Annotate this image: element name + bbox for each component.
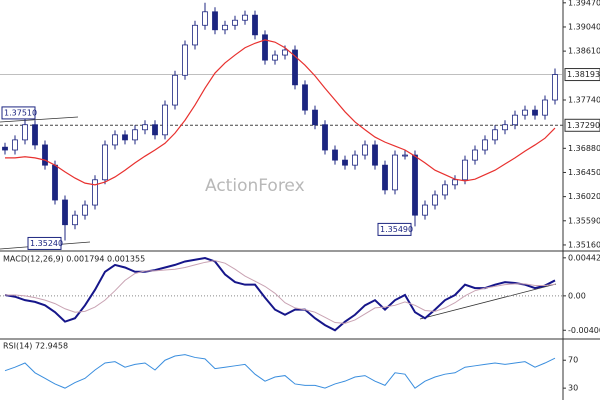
y-tick-label: 0.004421 <box>568 253 600 262</box>
candle-body <box>22 124 28 141</box>
candle-body <box>232 19 238 26</box>
candle-body <box>382 164 388 191</box>
last-price-label-box <box>564 68 600 82</box>
candle-body <box>212 11 218 31</box>
trend-line <box>419 283 557 320</box>
y-tick-label: 1.37740 <box>568 96 600 105</box>
last-price-label: 1.38193 <box>567 70 600 79</box>
candle-body <box>2 146 8 151</box>
series-line <box>5 260 556 324</box>
candle-body <box>292 49 298 86</box>
y-tick-label: 0.00 <box>568 291 586 300</box>
candle-body <box>182 44 188 76</box>
candle-body <box>162 104 168 136</box>
y-tick-label: 1.35160 <box>568 240 600 249</box>
candle-body <box>172 74 178 106</box>
y-tick-label: 30 <box>568 384 578 393</box>
level-label: 1.37290 <box>567 121 600 130</box>
candle-body <box>302 84 308 111</box>
candle-body <box>552 74 558 101</box>
candle-body <box>152 124 158 136</box>
annotation-box <box>1 106 36 120</box>
y-tick-label: 1.35590 <box>568 216 600 225</box>
candle-body <box>92 179 98 206</box>
candle-body <box>492 129 498 141</box>
y-tick-label: 1.36020 <box>568 192 600 201</box>
candle-body <box>542 99 548 116</box>
candle-body <box>252 14 258 36</box>
y-tick-label: -0.004001 <box>568 326 600 335</box>
candle-body <box>132 129 138 141</box>
level-label-box <box>564 118 600 132</box>
candle-body <box>82 204 88 216</box>
y-tick-label: 1.36880 <box>568 144 600 153</box>
candle-body <box>102 144 108 181</box>
candle-body <box>62 199 68 226</box>
candle-body <box>332 149 338 161</box>
candle-body <box>12 139 18 151</box>
candle-body <box>442 184 448 196</box>
moving-average <box>5 39 556 186</box>
candle-body <box>352 154 358 166</box>
candle-body <box>512 114 518 126</box>
candle-body <box>422 204 428 216</box>
candle-body <box>52 164 58 201</box>
annotation-box <box>377 222 412 236</box>
candle-body <box>392 154 398 191</box>
candle-body <box>462 159 468 181</box>
candle-body <box>272 54 278 61</box>
annotation: 1.37510 <box>4 108 37 117</box>
candle-body <box>32 124 38 146</box>
candle-body <box>402 154 408 157</box>
candle-body <box>142 124 148 131</box>
candle-body <box>42 144 48 166</box>
rsi-title: RSI(14) 72.9458 <box>3 342 68 351</box>
candle-body <box>112 134 118 146</box>
annotation-box <box>27 236 62 250</box>
candle-body <box>342 159 348 166</box>
watermark: ActionForex <box>205 176 305 196</box>
annotation: 1.35490 <box>380 225 413 234</box>
y-tick-label: 1.39040 <box>568 22 600 31</box>
candle-body <box>452 179 458 186</box>
candle-body <box>262 34 268 61</box>
y-tick-label: 1.36450 <box>568 168 600 177</box>
candle-body <box>312 109 318 126</box>
macd-title: MACD(12,26,9) 0.001794 0.001355 <box>3 255 145 264</box>
trend-line <box>0 116 79 123</box>
candle-body <box>282 49 288 56</box>
series-line <box>4 354 556 389</box>
candle-body <box>522 109 528 116</box>
candle-body <box>372 144 378 166</box>
y-tick-label: 70 <box>568 356 578 365</box>
y-tick-label: 1.38610 <box>568 47 600 56</box>
candle-body <box>472 149 478 161</box>
y-tick-label: 1.39470 <box>568 0 600 7</box>
candle-body <box>362 144 368 156</box>
candle-body <box>202 11 208 26</box>
candle-body <box>192 24 198 46</box>
series-line <box>4 256 556 332</box>
candle-body <box>532 109 538 116</box>
candle-body <box>72 214 78 226</box>
candle-body <box>502 124 508 131</box>
annotation: 1.35240 <box>30 239 63 248</box>
candle-body <box>222 24 228 31</box>
candle-body <box>322 124 328 151</box>
candle-body <box>242 14 248 21</box>
candle-body <box>412 154 418 216</box>
candle-body <box>122 134 128 141</box>
candle-body <box>432 194 438 206</box>
candle-body <box>482 139 488 151</box>
